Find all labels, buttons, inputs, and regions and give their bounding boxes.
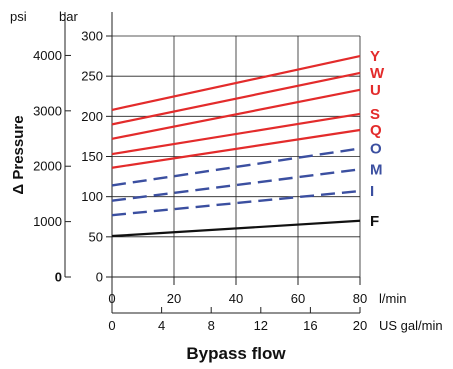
series-lines [111,55,361,238]
grid [112,35,361,277]
x-axis-title: Bypass flow [186,344,286,363]
y-primary-tick-label: 100 [81,189,103,204]
series-label-s: S [370,106,380,123]
x-primary-tick-label: 60 [291,291,305,306]
series-label-y: Y [370,48,380,65]
series-line-u [111,88,361,140]
series-line-s [111,112,361,156]
series-label-q: Q [370,122,382,139]
y-secondary-tick-label: 0 [55,270,62,285]
x-secondary-unit-label: US gal/min [379,318,443,333]
x-primary-tick-label: 80 [353,291,367,306]
y-primary-tick-label: 150 [81,149,103,164]
series-label-o: O [370,140,382,157]
series-label-w: W [370,65,385,82]
x-secondary-tick-label: 12 [254,318,268,333]
y-secondary-tick-label: 1000 [33,214,62,229]
axes: 0501001502002503000204060800481216200100… [33,12,367,333]
x-primary-tick-label: 40 [229,291,243,306]
series-label-m: M [370,161,383,178]
x-secondary-tick-label: 4 [158,318,165,333]
series-line-f [111,219,361,238]
y-secondary-unit-label: psi [10,9,27,24]
y-primary-tick-label: 200 [81,109,103,124]
x-secondary-tick-label: 0 [108,318,115,333]
series-label-u: U [370,82,381,99]
series-line-q [111,128,361,169]
x-primary-unit-label: l/min [379,291,406,306]
x-primary-tick-label: 20 [167,291,181,306]
y-axis-title: Δ Pressure [10,115,27,194]
y-secondary-tick-label: 2000 [33,159,62,174]
y-secondary-tick-label: 4000 [33,48,62,63]
y-primary-unit-label: bar [59,9,78,24]
y-primary-tick-label: 50 [89,229,103,244]
series-line-w [111,71,361,126]
x-secondary-tick-label: 8 [208,318,215,333]
y-primary-tick-label: 300 [81,29,103,44]
x-secondary-tick-label: 20 [353,318,367,333]
series-line-y [111,55,361,111]
y-primary-tick-label: 250 [81,69,103,84]
series-label-i: I [370,183,374,200]
y-primary-tick-label: 0 [96,270,103,285]
y-secondary-tick-label: 3000 [33,103,62,118]
series-label-f: F [370,213,379,230]
x-secondary-tick-label: 16 [303,318,317,333]
